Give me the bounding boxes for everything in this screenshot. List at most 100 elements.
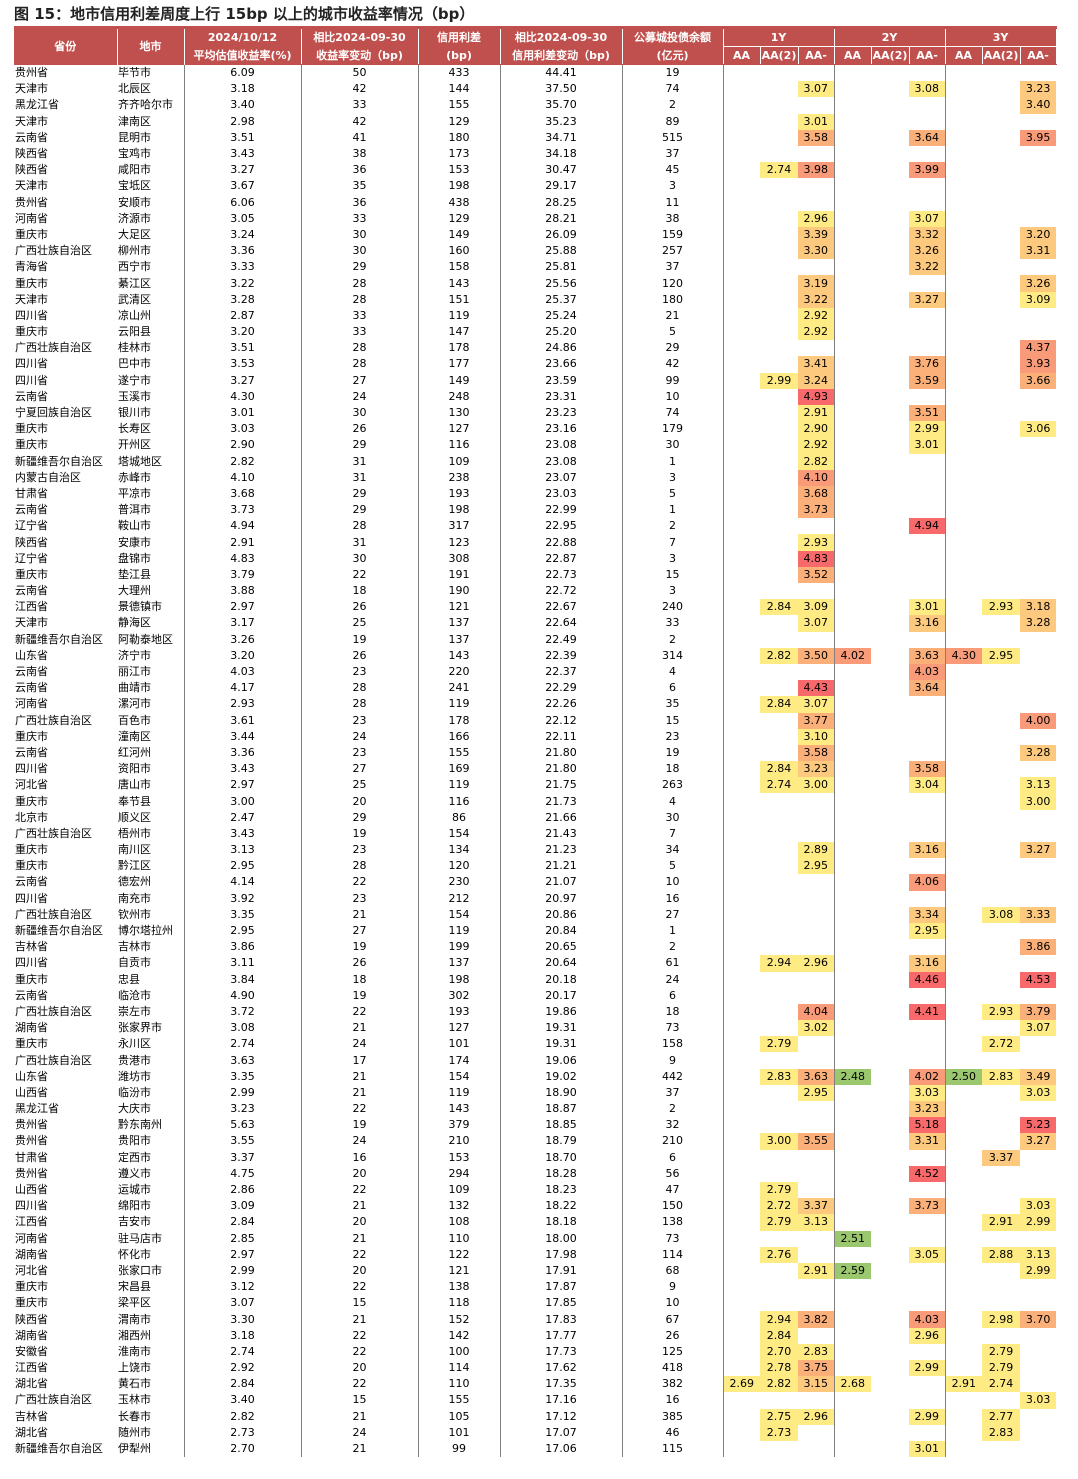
1y-aa-cell — [722, 615, 760, 632]
avg-yield-cell: 3.37 — [183, 1149, 301, 1166]
spread-change-cell: 44.41 — [499, 64, 622, 82]
2y-aa-cell — [833, 162, 872, 179]
3y-aa2-cell — [982, 373, 1020, 389]
balance-cell: 442 — [621, 1068, 723, 1085]
city-cell: 宋昌县 — [118, 1280, 151, 1294]
table-row: 陕西省 渭南市 3.30 21 152 17.83 67 2.94 3.82 4.03 2.98 3.… — [14, 1311, 1057, 1328]
3y-aa-cell — [944, 728, 983, 745]
2y-aa-cell — [833, 890, 872, 907]
spread-change-cell: 17.35 — [499, 1376, 622, 1393]
1y-aa-cell — [722, 1133, 760, 1150]
balance-cell: 15 — [621, 712, 723, 729]
2y-aa-minus-cell — [909, 1214, 945, 1230]
2y-aa-minus-cell: 3.16 — [909, 842, 946, 859]
spread-cell: 193 — [417, 1003, 500, 1021]
avg-yield-cell: 3.35 — [183, 906, 301, 923]
city-cell: 吉林市 — [118, 940, 151, 954]
spread-change-cell: 18.28 — [499, 1165, 622, 1182]
city-cell: 景德镇市 — [118, 600, 162, 614]
2y-aa2-cell — [871, 891, 909, 907]
avg-yield-cell: 3.86 — [183, 939, 301, 956]
spread-change-cell: 35.70 — [499, 97, 622, 114]
spread-cell: 129 — [417, 113, 500, 130]
1y-aa-minus-cell: 3.30 — [798, 243, 835, 260]
3y-aa-minus-cell — [1020, 632, 1056, 648]
3y-aa-cell — [944, 178, 983, 195]
2y-aa-cell — [833, 1279, 872, 1296]
2y-aa2-cell — [871, 1376, 909, 1392]
header-avg-yield-date: 2024/10/12 — [184, 26, 302, 47]
1y-aa-cell — [722, 842, 760, 859]
2y-aa2-cell — [871, 729, 909, 745]
3y-aa-minus-cell: 3.95 — [1020, 129, 1057, 146]
2y-aa-minus-cell: 2.99 — [909, 421, 946, 438]
1y-aa2-cell: 2.94 — [760, 955, 798, 972]
2y-aa2-cell — [871, 1166, 909, 1182]
3y-aa-minus-cell — [1020, 955, 1056, 971]
table-row: 新疆维吾尔自治区 阿勒泰地区 3.26 19 137 22.49 2 — [14, 631, 1056, 648]
1y-aa2-cell — [760, 502, 798, 518]
spread-change-cell: 22.72 — [499, 583, 622, 600]
1y-aa-cell — [722, 162, 760, 179]
1y-aa-minus-cell: 3.58 — [798, 744, 835, 762]
1y-aa2-cell — [760, 1231, 798, 1247]
spread-change-cell: 18.87 — [499, 1101, 622, 1118]
balance-cell: 21 — [621, 307, 723, 324]
3y-aa-minus-cell: 3.49 — [1020, 1068, 1057, 1085]
3y-aa-minus-cell: 5.23 — [1020, 1117, 1057, 1134]
1y-aa2-cell — [760, 324, 798, 340]
header-balance-top: 公募城投债余额 — [622, 26, 724, 47]
2y-aa-cell — [833, 1052, 872, 1069]
1y-aa-minus-cell — [798, 340, 834, 356]
spread-cell: 155 — [417, 744, 500, 762]
3y-aa2-cell — [982, 1441, 1020, 1457]
balance-cell: 74 — [621, 404, 723, 422]
yield-change-cell: 38 — [300, 145, 418, 163]
province-cell: 贵州省 — [15, 1118, 48, 1132]
city-cell: 北辰区 — [118, 82, 151, 96]
3y-aa2-cell — [982, 389, 1020, 405]
spread-change-cell: 23.08 — [499, 453, 622, 470]
balance-cell: 138 — [621, 1214, 723, 1231]
1y-aa-cell — [722, 1198, 760, 1215]
3y-aa2-cell: 2.93 — [982, 599, 1021, 616]
3y-aa2-cell: 2.79 — [982, 1360, 1021, 1377]
1y-aa2-cell — [760, 292, 798, 308]
balance-cell: 5 — [621, 858, 723, 875]
1y-aa2-cell: 2.72 — [760, 1198, 798, 1215]
1y-aa-cell — [722, 518, 760, 535]
province-cell: 安徽省 — [15, 1344, 48, 1358]
city-cell: 绵阳市 — [118, 1199, 151, 1213]
2y-aa-minus-cell: 3.01 — [909, 1440, 946, 1458]
city-cell: 忠县 — [118, 972, 140, 986]
yield-change-cell: 28 — [300, 680, 418, 697]
province-cell: 天津市 — [15, 114, 48, 128]
province-cell: 重庆市 — [15, 972, 48, 986]
spread-change-cell: 29.17 — [499, 178, 622, 195]
2y-aa-minus-cell — [909, 65, 945, 82]
yield-change-cell: 23 — [300, 842, 418, 859]
2y-aa-minus-cell: 4.52 — [909, 1165, 946, 1182]
balance-cell: 89 — [621, 113, 723, 130]
1y-aa-minus-cell — [798, 259, 834, 275]
2y-aa-minus-cell: 3.23 — [909, 1101, 946, 1118]
3y-aa2-cell — [982, 243, 1020, 259]
2y-aa2-cell — [871, 874, 909, 890]
spread-cell: 248 — [417, 388, 500, 405]
avg-yield-cell: 3.36 — [183, 744, 301, 762]
avg-yield-cell: 2.70 — [183, 1440, 301, 1458]
3y-aa-minus-cell: 3.00 — [1020, 793, 1057, 810]
avg-yield-cell: 4.03 — [183, 663, 301, 681]
2y-aa-cell — [833, 809, 872, 826]
3y-aa2-cell — [982, 292, 1020, 308]
spread-change-cell: 19.31 — [499, 1020, 622, 1037]
province-cell: 江西省 — [15, 1215, 48, 1229]
header-rating-aa-minus: AA- — [909, 46, 946, 65]
3y-aa2-cell — [982, 211, 1020, 227]
spread-cell: 241 — [417, 680, 500, 697]
spread-change-cell: 25.24 — [499, 307, 622, 324]
1y-aa2-cell — [760, 1295, 798, 1311]
1y-aa-cell — [722, 1440, 760, 1458]
header-avg-yield: 平均估值收益率(%) — [184, 46, 302, 65]
2y-aa-cell — [833, 939, 872, 956]
